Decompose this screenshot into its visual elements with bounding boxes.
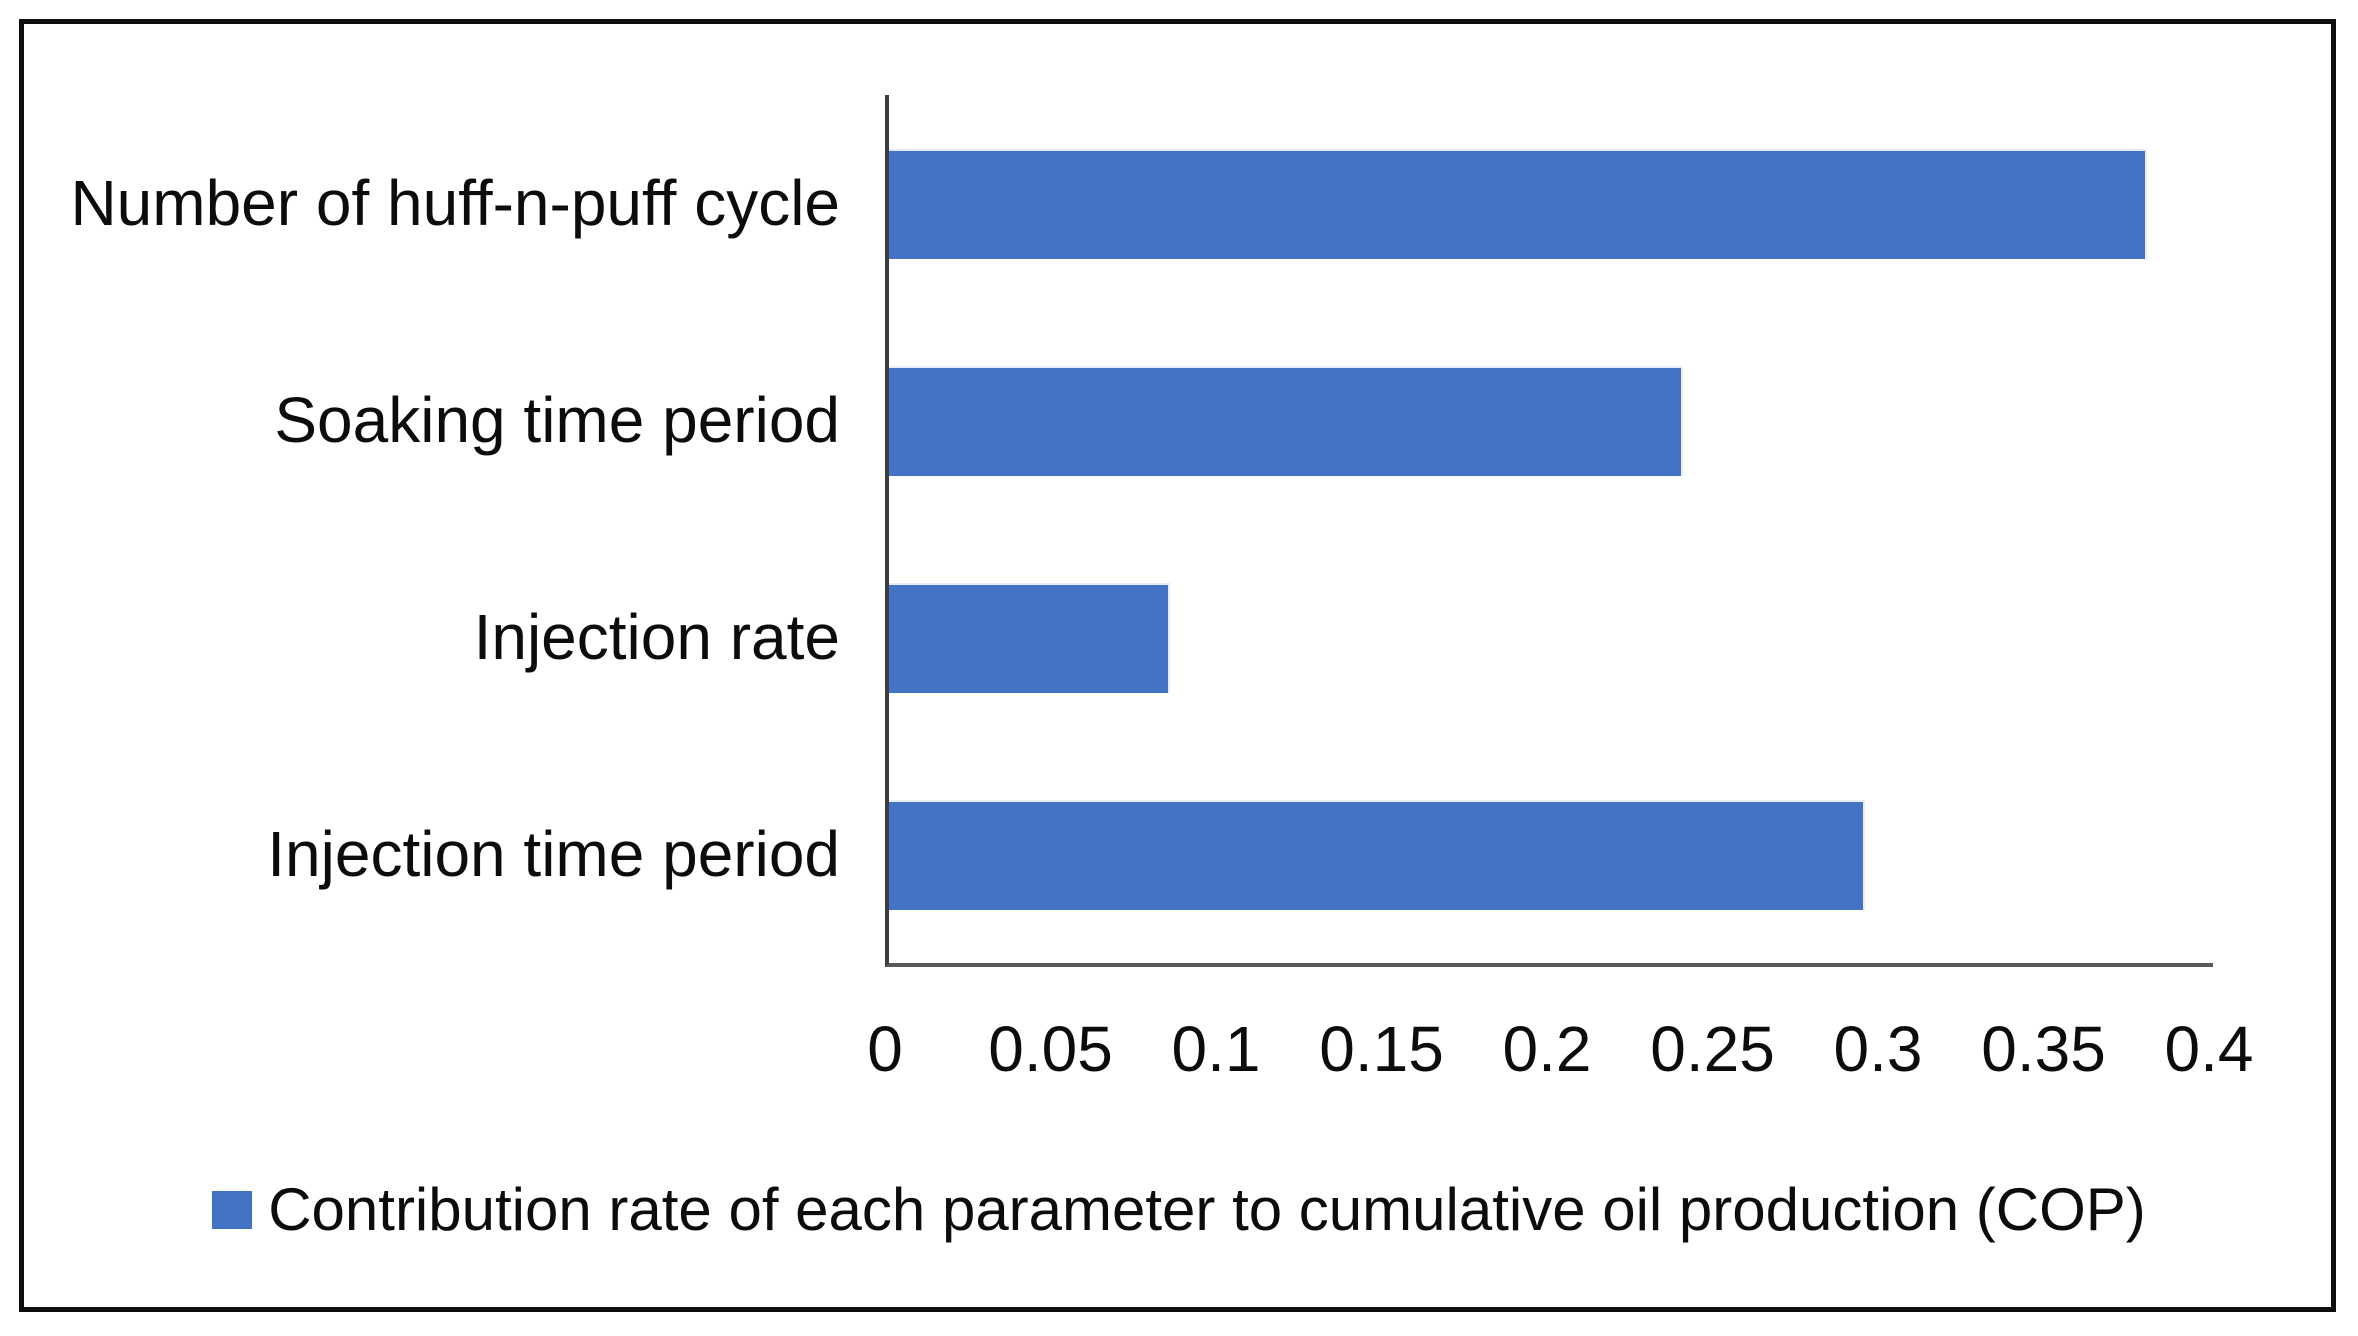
x-tick-label: 0 xyxy=(867,1013,903,1085)
category-axis: Number of huff-n-puff cycle Soaking time … xyxy=(40,95,840,963)
x-tick-label: 0.15 xyxy=(1319,1013,1444,1085)
chart-frame xyxy=(19,19,2336,1312)
legend: Contribution rate of each parameter to c… xyxy=(0,1168,2358,1252)
x-tick-label: 0.25 xyxy=(1650,1013,1775,1085)
category-label: Injection time period xyxy=(267,818,840,891)
bar xyxy=(889,148,2147,259)
bar xyxy=(889,365,1684,476)
bar xyxy=(889,799,1866,910)
x-tick-label: 0.2 xyxy=(1502,1013,1592,1085)
x-tick-label: 0.05 xyxy=(988,1013,1113,1085)
category-label: Injection rate xyxy=(473,601,840,674)
x-tick-label: 0.3 xyxy=(1833,1013,1923,1085)
bar xyxy=(889,582,1171,693)
x-tick-label: 0.35 xyxy=(1981,1013,2106,1085)
x-tick-label: 0.1 xyxy=(1171,1013,1261,1085)
legend-label: Contribution rate of each parameter to c… xyxy=(268,1176,2146,1243)
category-label: Soaking time period xyxy=(274,384,840,457)
x-tick-label: 0.4 xyxy=(2164,1013,2254,1085)
plot-area xyxy=(885,95,2213,967)
legend-swatch-icon xyxy=(212,1191,253,1229)
x-axis-tick-labels: 0 0.05 0.1 0.15 0.2 0.25 0.3 0.35 0.4 xyxy=(867,1013,2253,1093)
category-label: Number of huff-n-puff cycle xyxy=(70,167,840,240)
